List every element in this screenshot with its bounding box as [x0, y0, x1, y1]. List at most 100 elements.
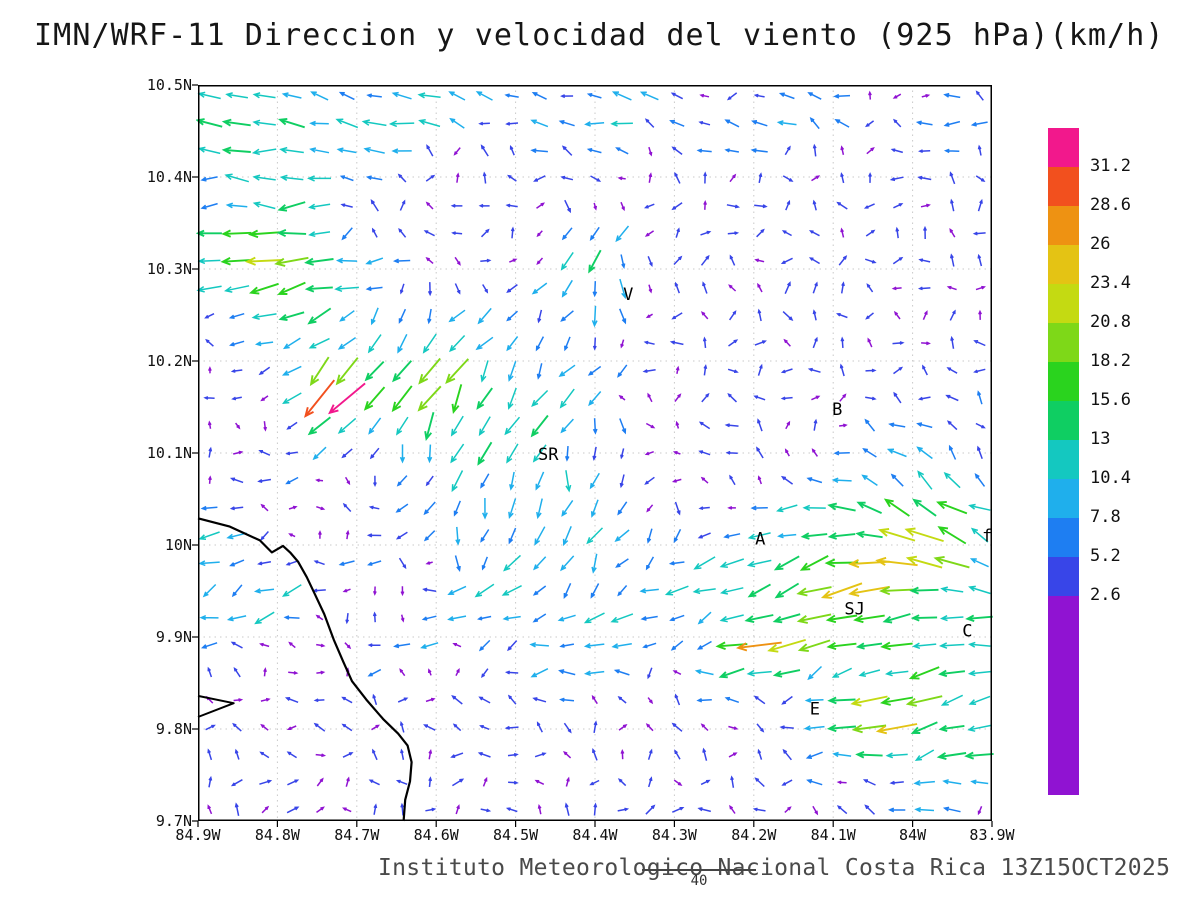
wind-arrow — [729, 173, 737, 183]
wind-arrow — [208, 366, 212, 374]
wind-arrow — [827, 532, 856, 540]
colorbar-tick-label: 23.4 — [1090, 273, 1131, 293]
wind-arrow — [838, 255, 848, 266]
wind-arrow — [229, 559, 245, 567]
wind-arrow — [310, 91, 329, 101]
wind-arrow — [233, 698, 244, 702]
colorbar-segment — [1048, 206, 1079, 245]
wind-arrow — [368, 779, 380, 786]
colorbar-segment — [1048, 557, 1079, 596]
wind-arrow — [757, 475, 763, 485]
wind-arrow — [592, 747, 598, 761]
wind-arrow — [207, 804, 213, 815]
wind-arrow — [776, 504, 798, 513]
wind-arrow — [699, 93, 710, 98]
wind-arrow — [507, 752, 519, 757]
colorbar-segment — [1048, 245, 1079, 284]
wind-arrow — [978, 309, 982, 320]
wind-arrow — [228, 312, 245, 319]
wind-arrow — [451, 470, 464, 493]
footer-note: 40 — [690, 873, 708, 889]
wind-arrow — [972, 231, 986, 236]
wind-arrow — [247, 229, 280, 239]
wind-arrow — [850, 695, 888, 707]
wind-arrow — [304, 379, 336, 418]
wind-arrow — [536, 363, 543, 380]
wind-arrow — [647, 667, 653, 680]
wind-arrow — [644, 476, 655, 485]
wind-arrow — [976, 445, 983, 459]
wind-arrow — [921, 93, 931, 98]
wind-arrow — [811, 395, 821, 401]
wind-arrow — [781, 779, 793, 786]
wind-arrow — [338, 91, 355, 101]
wind-arrow — [619, 418, 627, 435]
wind-arrow — [912, 498, 937, 517]
wind-arrow — [388, 120, 415, 128]
wind-arrow — [587, 365, 602, 376]
wind-arrow — [802, 504, 826, 511]
wind-arrow — [673, 779, 683, 786]
wind-arrow — [865, 120, 875, 128]
wind-arrow — [197, 91, 221, 100]
wind-arrow — [399, 668, 406, 677]
wind-arrow — [973, 368, 986, 374]
wind-arrow — [373, 475, 377, 488]
wind-arrow — [427, 444, 433, 464]
wind-arrow — [675, 365, 680, 374]
wind-arrow — [200, 505, 218, 511]
wind-arrow — [674, 501, 681, 516]
wind-arrow — [591, 305, 598, 328]
wind-arrow — [583, 642, 605, 649]
wind-arrow — [840, 336, 845, 348]
wind-arrow — [757, 363, 763, 376]
wind-arrow — [371, 724, 380, 731]
wind-arrow — [537, 804, 542, 815]
wind-arrow — [563, 750, 572, 759]
footer-caption: Instituto Meteorologico Nacional Costa R… — [378, 855, 1171, 881]
wind-arrow — [719, 614, 744, 623]
wind-arrow — [975, 175, 986, 183]
wind-arrow — [806, 477, 823, 484]
wind-arrow — [365, 257, 384, 265]
wind-arrow — [260, 723, 269, 731]
station-label: f — [982, 527, 992, 547]
wind-arrow — [586, 92, 602, 99]
wind-arrow — [535, 471, 545, 491]
wind-arrow — [233, 450, 244, 455]
wind-arrow — [646, 504, 654, 513]
wind-arrow — [619, 278, 627, 300]
wind-arrow — [813, 418, 818, 431]
wind-arrow — [917, 175, 932, 181]
wind-arrow — [940, 694, 964, 706]
colorbar-segment — [1048, 479, 1079, 518]
wind-arrow — [316, 670, 326, 675]
wind-arrow — [309, 147, 330, 154]
wind-arrow — [943, 472, 961, 489]
wind-arrow — [735, 641, 782, 652]
wind-arrow — [258, 366, 271, 376]
wind-arrow — [826, 724, 856, 733]
wind-arrow — [479, 725, 490, 730]
wind-arrow — [277, 117, 305, 129]
wind-arrow — [729, 254, 736, 266]
colorbar-tick-label: 20.8 — [1090, 312, 1131, 332]
wind-arrow — [809, 116, 820, 130]
wind-arrow — [892, 341, 905, 345]
wind-arrow — [230, 779, 243, 787]
wind-arrow — [508, 780, 519, 785]
wind-arrow — [639, 91, 659, 101]
wind-arrow — [531, 91, 547, 100]
wind-arrow — [912, 642, 937, 650]
wind-arrow — [208, 475, 212, 484]
wind-arrow — [478, 121, 490, 126]
wind-arrow — [252, 92, 276, 99]
wind-arrow — [425, 561, 433, 565]
wind-arrow — [366, 93, 382, 98]
wind-arrow — [313, 698, 325, 703]
wind-arrow — [753, 695, 766, 705]
wind-arrow — [534, 752, 547, 758]
wind-arrow — [261, 805, 270, 814]
wind-arrow — [207, 748, 213, 761]
wind-arrow — [885, 752, 908, 759]
